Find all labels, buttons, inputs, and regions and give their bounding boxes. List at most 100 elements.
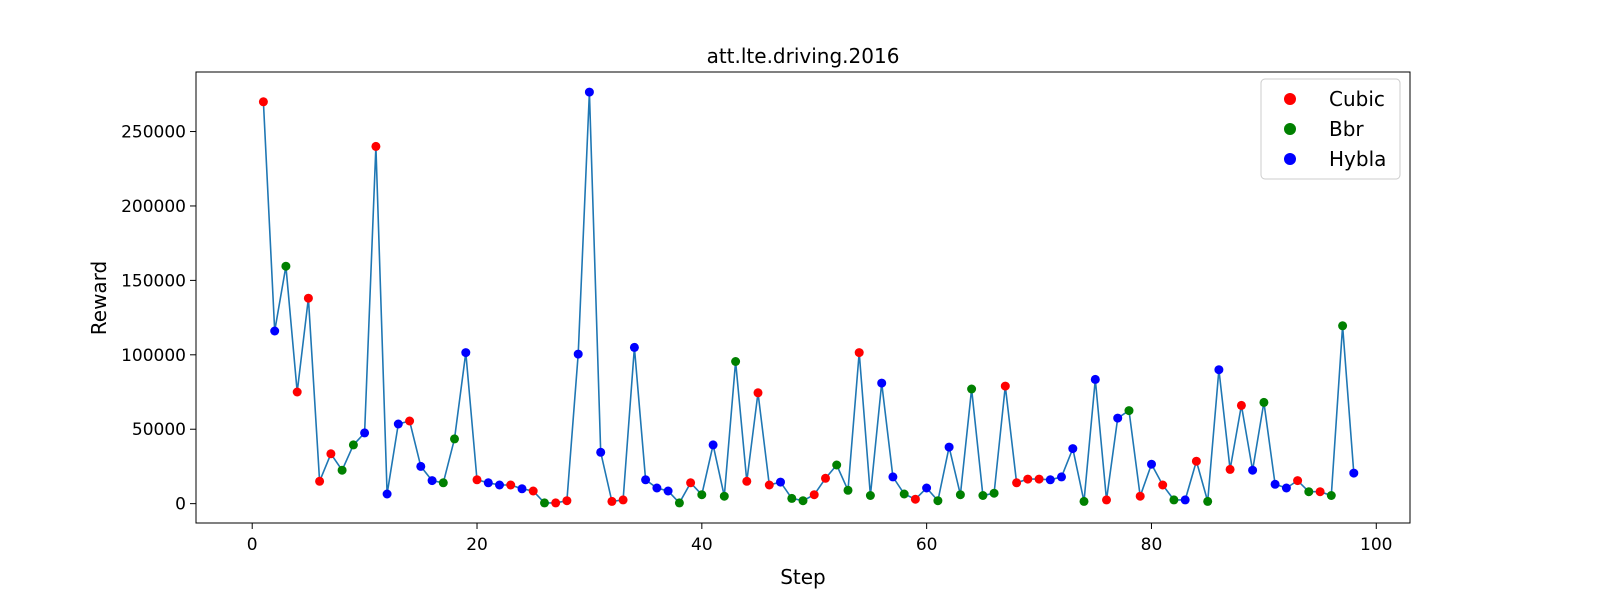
legend-label-cubic: Cubic bbox=[1329, 87, 1385, 111]
legend-marker-hybla bbox=[1284, 153, 1296, 165]
data-point-bbr bbox=[731, 357, 741, 366]
data-point-hybla bbox=[393, 419, 403, 429]
data-point-bbr bbox=[967, 384, 977, 394]
data-point-hybla bbox=[888, 472, 898, 482]
y-tick-label: 250000 bbox=[121, 123, 186, 143]
data-point-cubic bbox=[315, 476, 325, 486]
data-point-bbr bbox=[540, 498, 549, 508]
data-point-bbr bbox=[281, 261, 291, 271]
data-point-cubic bbox=[1034, 474, 1044, 484]
y-tick-label: 150000 bbox=[121, 271, 186, 291]
data-point-bbr bbox=[1338, 321, 1348, 331]
data-point-hybla bbox=[1214, 365, 1224, 375]
legend-marker-bbr bbox=[1284, 123, 1296, 135]
data-point-bbr bbox=[832, 460, 842, 470]
data-point-cubic bbox=[1000, 381, 1010, 391]
data-point-cubic bbox=[1158, 480, 1168, 490]
data-point-bbr bbox=[787, 493, 797, 503]
data-point-hybla bbox=[596, 447, 606, 457]
data-point-bbr bbox=[899, 489, 909, 499]
x-tick-label: 100 bbox=[1360, 535, 1392, 555]
data-point-bbr bbox=[865, 491, 875, 500]
data-point-cubic bbox=[472, 475, 482, 485]
data-point-cubic bbox=[506, 480, 516, 490]
data-point-cubic bbox=[303, 293, 313, 303]
data-point-cubic bbox=[1023, 474, 1033, 484]
data-point-bbr bbox=[978, 491, 988, 500]
x-axis: 0 20 40 60 80 100 bbox=[247, 523, 1393, 555]
legend-marker-cubic bbox=[1284, 93, 1296, 105]
data-point-cubic bbox=[607, 496, 617, 506]
data-point-cubic bbox=[1236, 400, 1246, 410]
data-point-hybla bbox=[584, 87, 594, 97]
data-point-hybla bbox=[877, 378, 887, 388]
data-point-cubic bbox=[742, 476, 752, 486]
data-point-cubic bbox=[753, 388, 763, 398]
y-axis: 0 50000 100000 150000 200000 250000 bbox=[121, 123, 196, 515]
y-tick-label: 200000 bbox=[121, 197, 186, 217]
data-point-cubic bbox=[1225, 464, 1235, 474]
data-point-cubic bbox=[764, 480, 774, 490]
data-point-hybla bbox=[461, 348, 471, 358]
data-point-cubic bbox=[809, 490, 819, 500]
data-point-hybla bbox=[517, 484, 527, 494]
data-point-hybla bbox=[708, 440, 718, 450]
data-point-hybla bbox=[360, 428, 370, 438]
data-point-hybla bbox=[382, 489, 392, 499]
data-point-bbr bbox=[798, 496, 808, 506]
data-point-bbr bbox=[697, 490, 707, 500]
data-point-hybla bbox=[573, 349, 583, 359]
data-point-hybla bbox=[922, 483, 932, 493]
data-point-hybla bbox=[1281, 483, 1291, 493]
data-point-bbr bbox=[1259, 397, 1269, 407]
legend-label-hybla: Hybla bbox=[1329, 147, 1386, 171]
data-point-bbr bbox=[1326, 491, 1336, 500]
data-point-hybla bbox=[1180, 495, 1190, 505]
data-point-hybla bbox=[652, 483, 662, 493]
data-point-cubic bbox=[326, 449, 336, 459]
data-point-cubic bbox=[1102, 495, 1111, 505]
data-point-cubic bbox=[686, 478, 696, 488]
data-point-cubic bbox=[1315, 487, 1325, 497]
data-point-hybla bbox=[416, 461, 426, 471]
data-point-cubic bbox=[258, 97, 268, 107]
data-point-bbr bbox=[1124, 406, 1134, 416]
data-point-hybla bbox=[427, 476, 437, 486]
data-point-cubic bbox=[1191, 456, 1201, 466]
y-tick-label: 50000 bbox=[132, 420, 186, 440]
data-point-cubic bbox=[910, 494, 920, 504]
data-point-bbr bbox=[955, 490, 965, 500]
legend-box bbox=[1260, 78, 1401, 180]
data-point-hybla bbox=[1057, 472, 1066, 482]
data-point-hybla bbox=[1090, 374, 1100, 384]
data-point-hybla bbox=[663, 486, 673, 496]
data-point-cubic bbox=[1012, 478, 1022, 488]
data-point-hybla bbox=[1248, 465, 1258, 475]
data-point-bbr bbox=[450, 434, 459, 444]
data-point-hybla bbox=[270, 326, 280, 336]
x-tick-label: 60 bbox=[916, 535, 938, 555]
x-tick-label: 40 bbox=[691, 535, 713, 555]
data-point-bbr bbox=[719, 491, 729, 501]
data-point-bbr bbox=[843, 485, 853, 495]
data-point-cubic bbox=[528, 486, 538, 496]
legend-label-bbr: Bbr bbox=[1329, 117, 1364, 141]
data-point-bbr bbox=[933, 496, 943, 506]
data-point-hybla bbox=[776, 477, 785, 487]
data-point-hybla bbox=[1045, 475, 1055, 485]
y-tick-label: 0 bbox=[175, 495, 186, 515]
data-point-cubic bbox=[821, 473, 830, 483]
data-point-hybla bbox=[641, 475, 651, 485]
data-point-cubic bbox=[618, 495, 628, 505]
data-point-hybla bbox=[1113, 413, 1123, 423]
y-axis-label: Reward bbox=[87, 261, 111, 335]
data-point-bbr bbox=[1169, 495, 1179, 505]
data-point-bbr bbox=[1079, 496, 1089, 506]
data-point-bbr bbox=[337, 465, 347, 475]
x-tick-label: 0 bbox=[247, 535, 258, 555]
data-point-hybla bbox=[495, 480, 504, 490]
plot-area bbox=[258, 87, 1359, 508]
data-point-hybla bbox=[944, 442, 954, 452]
data-point-hybla bbox=[1270, 479, 1280, 489]
